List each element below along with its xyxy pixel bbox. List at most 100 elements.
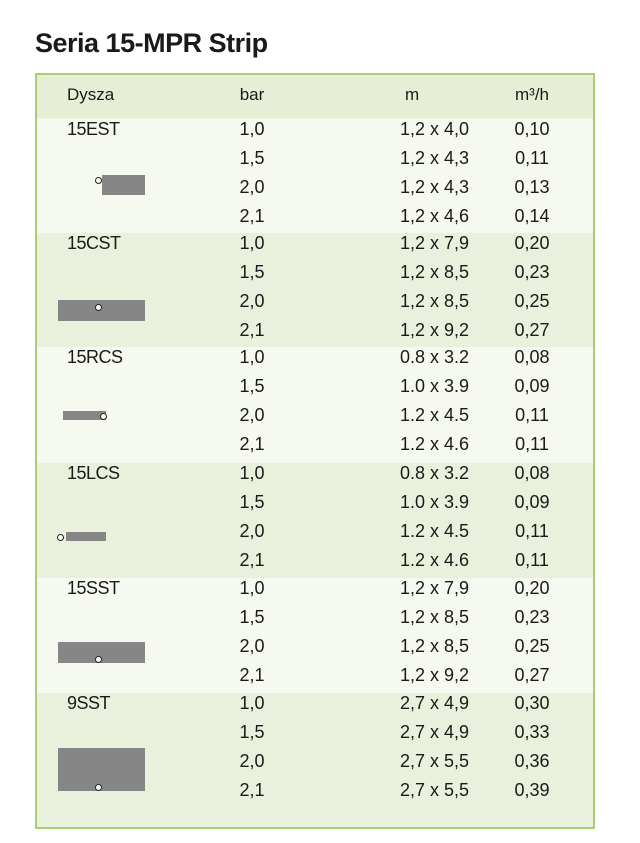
table-row: 1,5 1,2 x 8,5 0,23 [37, 607, 593, 636]
flow-m3h: 0,23 [514, 262, 550, 282]
throw-m: 1,2 x 7,9 [399, 233, 469, 253]
pressure-bar: 2,1 [239, 665, 265, 685]
throw-m: 2,7 x 4,9 [399, 693, 469, 713]
pressure-bar: 2,0 [239, 177, 265, 197]
pressure-bar: 1,5 [239, 262, 265, 282]
throw-m: 1.2 x 4.5 [399, 405, 469, 425]
flow-m3h: 0,09 [514, 376, 550, 396]
throw-m: 0.8 x 3.2 [399, 347, 469, 367]
flow-m3h: 0,23 [514, 607, 550, 627]
throw-m: 1,2 x 9,2 [399, 665, 469, 685]
flow-m3h: 0,11 [515, 521, 549, 541]
throw-m: 1,2 x 4,3 [399, 177, 469, 197]
pressure-bar: 2,0 [239, 521, 265, 541]
nozzle-group: 15CST 1,0 1,2 x 7,9 0,20 1,5 1,2 x 8,5 0… [37, 233, 593, 349]
table-row: 1,0 1,2 x 4,0 0,10 [37, 119, 593, 148]
nozzle-table: Dysza bar m m³/h 15EST 1,0 1,2 x 4,0 0,1… [35, 73, 595, 829]
flow-m3h: 0,27 [514, 665, 550, 685]
throw-m: 1.2 x 4.5 [399, 521, 469, 541]
flow-m3h: 0,36 [514, 751, 550, 771]
pressure-bar: 2,0 [239, 405, 265, 425]
table-header: Dysza bar m m³/h [37, 75, 593, 117]
pressure-bar: 2,1 [239, 550, 265, 570]
pressure-bar: 1,5 [239, 148, 265, 168]
table-row: 1,0 0.8 x 3.2 0,08 [37, 347, 593, 376]
throw-m: 1.2 x 4.6 [399, 434, 469, 454]
table-row: 2,1 1.2 x 4.6 0,11 [37, 550, 593, 579]
table-row: 2,0 1.2 x 4.5 0,11 [37, 521, 593, 550]
flow-m3h: 0,39 [514, 780, 550, 800]
nozzle-name: 15EST [67, 119, 120, 139]
nozzle-name: 9SST [67, 693, 111, 713]
table-row: 1,0 0.8 x 3.2 0,08 [37, 463, 593, 492]
table-row: 2,1 1,2 x 4,6 0,14 [37, 206, 593, 235]
table-row: 1,0 2,7 x 4,9 0,30 [37, 693, 593, 722]
pressure-bar: 1,0 [239, 233, 265, 253]
nozzle-group: 15LCS 1,0 0.8 x 3.2 0,08 1,5 1.0 x 3.9 0… [37, 463, 593, 579]
nozzle-name: 15RCS [67, 347, 123, 367]
throw-m: 1.0 x 3.9 [399, 492, 469, 512]
pressure-bar: 2,0 [239, 291, 265, 311]
throw-m: 1,2 x 8,5 [399, 291, 469, 311]
pressure-bar: 1,5 [239, 492, 265, 512]
throw-m: 1,2 x 9,2 [399, 320, 469, 340]
table-row: 2,0 1,2 x 8,5 0,25 [37, 636, 593, 665]
header-m: m [405, 85, 420, 104]
throw-m: 2,7 x 5,5 [399, 780, 469, 800]
throw-m: 0.8 x 3.2 [399, 463, 469, 483]
flow-m3h: 0,09 [514, 492, 550, 512]
throw-m: 1,2 x 4,0 [399, 119, 469, 139]
flow-m3h: 0,33 [514, 722, 550, 742]
table-row: 2,1 2,7 x 5,5 0,39 [37, 780, 593, 809]
table-row: 1,5 1.0 x 3.9 0,09 [37, 492, 593, 521]
flow-m3h: 0,11 [515, 148, 549, 168]
throw-m: 1.0 x 3.9 [399, 376, 469, 396]
pressure-bar: 2,0 [239, 636, 265, 656]
nozzle-name: 15SST [67, 578, 120, 598]
flow-m3h: 0,20 [514, 233, 550, 253]
nozzle-group: 15SST 1,0 1,2 x 7,9 0,20 1,5 1,2 x 8,5 0… [37, 578, 593, 694]
table-row: 1,5 1,2 x 4,3 0,11 [37, 148, 593, 177]
flow-m3h: 0,11 [515, 434, 549, 454]
flow-m3h: 0,25 [514, 636, 550, 656]
nozzle-name: 15LCS [67, 463, 120, 483]
flow-m3h: 0,11 [515, 405, 549, 425]
throw-m: 1,2 x 7,9 [399, 578, 469, 598]
throw-m: 1.2 x 4.6 [399, 550, 469, 570]
throw-m: 2,7 x 5,5 [399, 751, 469, 771]
table-row: 2,0 1,2 x 4,3 0,13 [37, 177, 593, 206]
header-bar: bar [239, 85, 265, 104]
flow-m3h: 0,25 [514, 291, 550, 311]
pressure-bar: 1,0 [239, 119, 265, 139]
pressure-bar: 2,1 [239, 206, 265, 226]
nozzle-group: 15RCS 1,0 0.8 x 3.2 0,08 1,5 1.0 x 3.9 0… [37, 347, 593, 463]
flow-m3h: 0,08 [514, 347, 550, 367]
nozzle-group: 15EST 1,0 1,2 x 4,0 0,10 1,5 1,2 x 4,3 0… [37, 119, 593, 235]
header-dysza: Dysza [67, 85, 115, 104]
table-row: 2,1 1.2 x 4.6 0,11 [37, 434, 593, 463]
flow-m3h: 0,08 [514, 463, 550, 483]
table-row: 1,0 1,2 x 7,9 0,20 [37, 233, 593, 262]
pressure-bar: 1,0 [239, 578, 265, 598]
table-row: 1,0 1,2 x 7,9 0,20 [37, 578, 593, 607]
pressure-bar: 1,5 [239, 607, 265, 627]
table-row: 2,0 1.2 x 4.5 0,11 [37, 405, 593, 434]
throw-m: 1,2 x 8,5 [399, 636, 469, 656]
pressure-bar: 1,0 [239, 463, 265, 483]
header-flow: m³/h [515, 85, 549, 104]
throw-m: 1,2 x 4,6 [399, 206, 469, 226]
table-row: 2,0 2,7 x 5,5 0,36 [37, 751, 593, 780]
pressure-bar: 1,0 [239, 347, 265, 367]
table-row: 1,5 1.0 x 3.9 0,09 [37, 376, 593, 405]
throw-m: 1,2 x 8,5 [399, 607, 469, 627]
flow-m3h: 0,30 [514, 693, 550, 713]
nozzle-group: 9SST 1,0 2,7 x 4,9 0,30 1,5 2,7 x 4,9 0,… [37, 693, 593, 809]
table-row: 1,5 2,7 x 4,9 0,33 [37, 722, 593, 751]
flow-m3h: 0,13 [514, 177, 550, 197]
pressure-bar: 1,0 [239, 693, 265, 713]
pressure-bar: 2,1 [239, 434, 265, 454]
pressure-bar: 1,5 [239, 722, 265, 742]
nozzle-name: 15CST [67, 233, 121, 253]
flow-m3h: 0,10 [514, 119, 550, 139]
table-row: 2,0 1,2 x 8,5 0,25 [37, 291, 593, 320]
